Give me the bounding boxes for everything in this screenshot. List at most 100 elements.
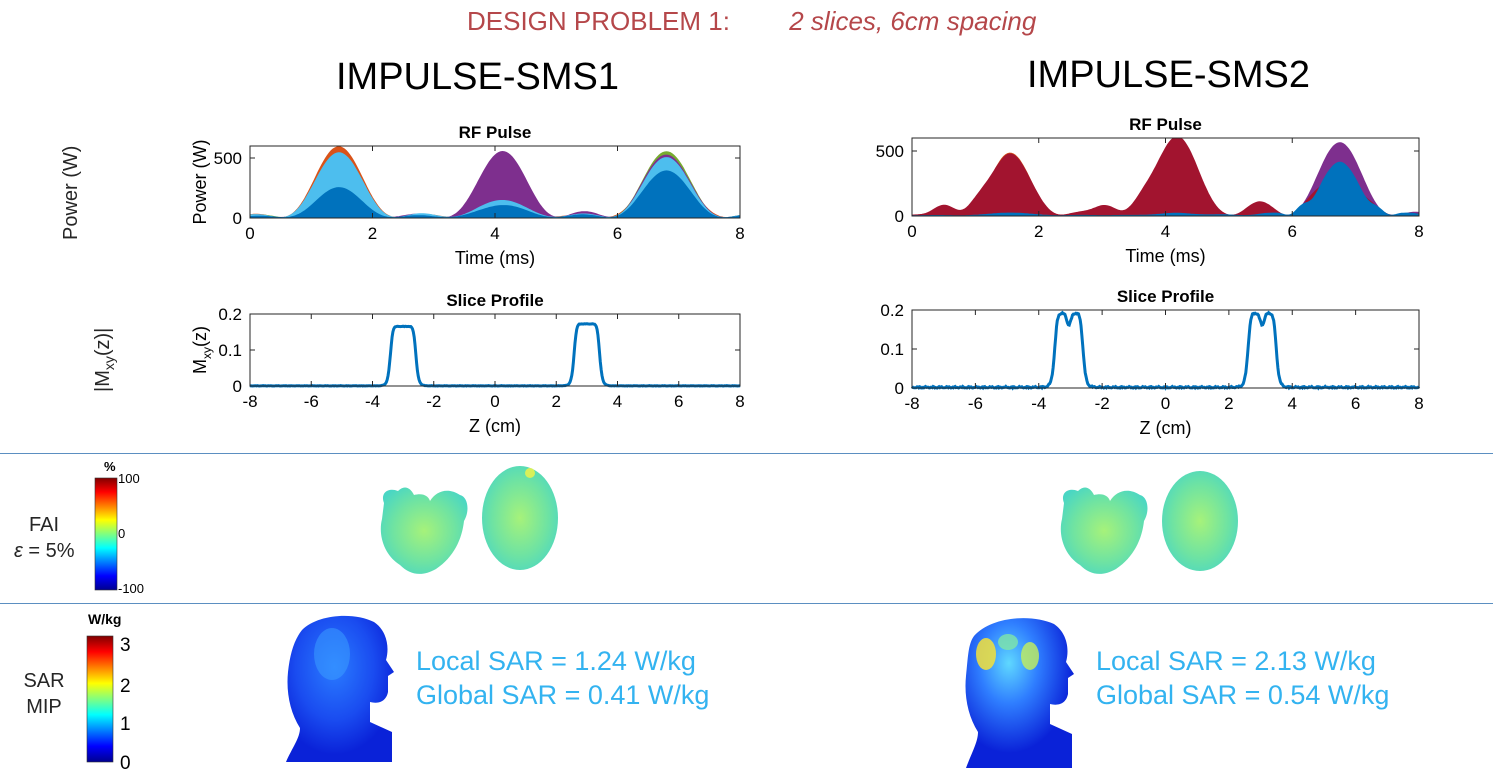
- x-axis-label: Time (ms): [1125, 246, 1205, 266]
- x-tick-label: -4: [1031, 394, 1046, 413]
- rf-pulse-chart-sms1: RF Pulse 0 2 4 6 8 0 500 Time (ms) Power (W): [190, 123, 745, 268]
- sar-label-line1: SAR: [23, 670, 65, 692]
- plot-frame: [249, 313, 741, 387]
- y-tick-label: 0.2: [880, 301, 904, 320]
- rf-area-ch-blue: [911, 161, 1420, 217]
- sar-head-sms1: [286, 615, 394, 762]
- y-axis-label-sub: xy: [200, 347, 214, 359]
- separator-bottom: [0, 603, 1493, 604]
- slice-profile-chart-sms2: Slice Profile -8 -6 -4 -2 0 2 4 6 8 0 0.1 0.2 Z (cm): [880, 287, 1423, 438]
- y-tick-label: 0: [233, 209, 242, 228]
- mxy-row-label-sub: xy: [101, 356, 117, 371]
- y-tick-label: 0.1: [880, 340, 904, 359]
- sar-head-shape-1: [286, 615, 394, 762]
- sar-head-hotspot-1: [314, 628, 350, 680]
- x-tick-label: -8: [242, 392, 257, 411]
- design-problem-spec: 2 slices, 6cm spacing: [789, 6, 1037, 36]
- sar-values-sms1: Local SAR = 1.24 W/kg Global SAR = 0.41 …: [416, 644, 709, 712]
- y-tick-label: 0.2: [218, 305, 242, 324]
- rf-area-ch-lightblue: [249, 152, 741, 219]
- mxy-row-label: |Mxy(z)|: [92, 328, 117, 392]
- y-tick-label: 500: [876, 142, 904, 161]
- x-tick-label: 4: [490, 224, 499, 243]
- x-tick-label: 6: [1351, 394, 1360, 413]
- fai-brain-axial-2: [1162, 471, 1238, 571]
- x-tick-label: 2: [1224, 394, 1233, 413]
- sar-colorbar-gradient: [86, 635, 114, 763]
- fai-colorbar-max: 100: [118, 471, 140, 486]
- x-tick-label: 0: [490, 392, 499, 411]
- column-title-sms1: IMPULSE-SMS1: [336, 56, 619, 98]
- sar-colorbar: W/kg 3 2 1 0: [86, 611, 131, 773]
- x-tick-label: 6: [674, 392, 683, 411]
- mxy-row-label-main: |M: [92, 370, 114, 392]
- fai-hotspot-1: [525, 468, 535, 478]
- global-sar-sms1: Global SAR = 0.41 W/kg: [416, 680, 710, 710]
- x-tick-label: -6: [968, 394, 983, 413]
- global-sar-sms2: Global SAR = 0.54 W/kg: [1096, 680, 1390, 710]
- fai-colorbar-mid: 0: [118, 526, 125, 541]
- x-tick-label: -2: [426, 392, 441, 411]
- fai-colorbar-min: -100: [118, 581, 144, 596]
- y-tick-label: 0: [895, 379, 904, 398]
- sar-label-line2: MIP: [26, 696, 62, 718]
- x-tick-label: 6: [1288, 222, 1297, 241]
- sar-values-sms2: Local SAR = 2.13 W/kg Global SAR = 0.54 …: [1096, 644, 1389, 712]
- y-tick-label: 500: [214, 149, 242, 168]
- x-tick-label: 0: [907, 222, 916, 241]
- design-problem-header: DESIGN PROBLEM 1: 2 slices, 6cm spacing: [467, 6, 1036, 37]
- local-sar-sms2: Local SAR = 2.13 W/kg: [1096, 646, 1376, 676]
- chart-title: RF Pulse: [1129, 115, 1202, 134]
- rf-pulse-chart-sms2: RF Pulse 0 2 4 6 8 0 500 Time (ms): [876, 115, 1424, 266]
- fai-epsilon: ε: [14, 540, 23, 562]
- x-tick-label: 8: [735, 224, 744, 243]
- x-tick-label: -4: [365, 392, 380, 411]
- x-tick-label: 2: [368, 224, 377, 243]
- x-axis-label: Time (ms): [455, 248, 535, 268]
- sar-head-hotspot-c: [998, 634, 1018, 650]
- x-tick-label: 8: [1414, 222, 1423, 241]
- x-axis-label: Z (cm): [469, 416, 521, 436]
- column-title-sms2: IMPULSE-SMS2: [1027, 54, 1310, 96]
- sar-head-hotspot-a: [976, 638, 996, 670]
- x-tick-label: 2: [552, 392, 561, 411]
- x-tick-label: 2: [1034, 222, 1043, 241]
- fai-colorbar: % 100 0 -100: [94, 459, 144, 596]
- slice-profile-line: [249, 322, 741, 388]
- x-tick-label: 4: [613, 392, 622, 411]
- sar-tick-0: 0: [120, 753, 131, 773]
- fai-epsilon-tail: = 5%: [22, 540, 75, 562]
- chart-title: Slice Profile: [1117, 287, 1214, 306]
- y-tick-label: 0.1: [218, 341, 242, 360]
- fai-brain-inferior-2: [1060, 487, 1148, 574]
- separator-top: [0, 453, 1493, 454]
- rf-area-ch-blue: [249, 170, 741, 219]
- y-tick-label: 0: [233, 377, 242, 396]
- x-tick-label: -2: [1095, 394, 1110, 413]
- mxy-row-label-tail: (z)|: [92, 327, 114, 357]
- chart-title: Slice Profile: [446, 291, 543, 310]
- fai-label-text: FAI: [28, 514, 59, 536]
- y-axis-label: Mxy(z): [190, 326, 214, 374]
- x-tick-label: 0: [245, 224, 254, 243]
- plot-frame: [911, 309, 1420, 389]
- fai-map-sms1: [380, 466, 558, 574]
- power-row-label: Power (W): [60, 145, 82, 240]
- fai-brain-inferior-1: [380, 487, 468, 574]
- sar-head-sms2: [965, 618, 1074, 768]
- sar-tick-1: 1: [120, 714, 131, 735]
- x-tick-label: -6: [304, 392, 319, 411]
- slice-profile-chart-sms1: Slice Profile -8 -6 -4 -2 0 2 4 6 8 0 0.1 0.2 Z (cm) M…: [190, 291, 745, 436]
- sar-head-hotspot-b: [1021, 642, 1039, 670]
- local-sar-sms1: Local SAR = 1.24 W/kg: [416, 646, 696, 676]
- sar-tick-3: 3: [120, 635, 131, 656]
- fai-map-sms2: [1060, 471, 1238, 574]
- chart-title: RF Pulse: [459, 123, 532, 142]
- y-tick-label: 0: [895, 207, 904, 226]
- slice-profile-line: [910, 310, 1421, 391]
- sar-tick-2: 2: [120, 676, 131, 697]
- x-tick-label: 8: [1414, 394, 1423, 413]
- x-tick-label: 0: [1161, 394, 1170, 413]
- design-problem-label: DESIGN PROBLEM 1:: [467, 6, 730, 36]
- x-tick-label: -8: [904, 394, 919, 413]
